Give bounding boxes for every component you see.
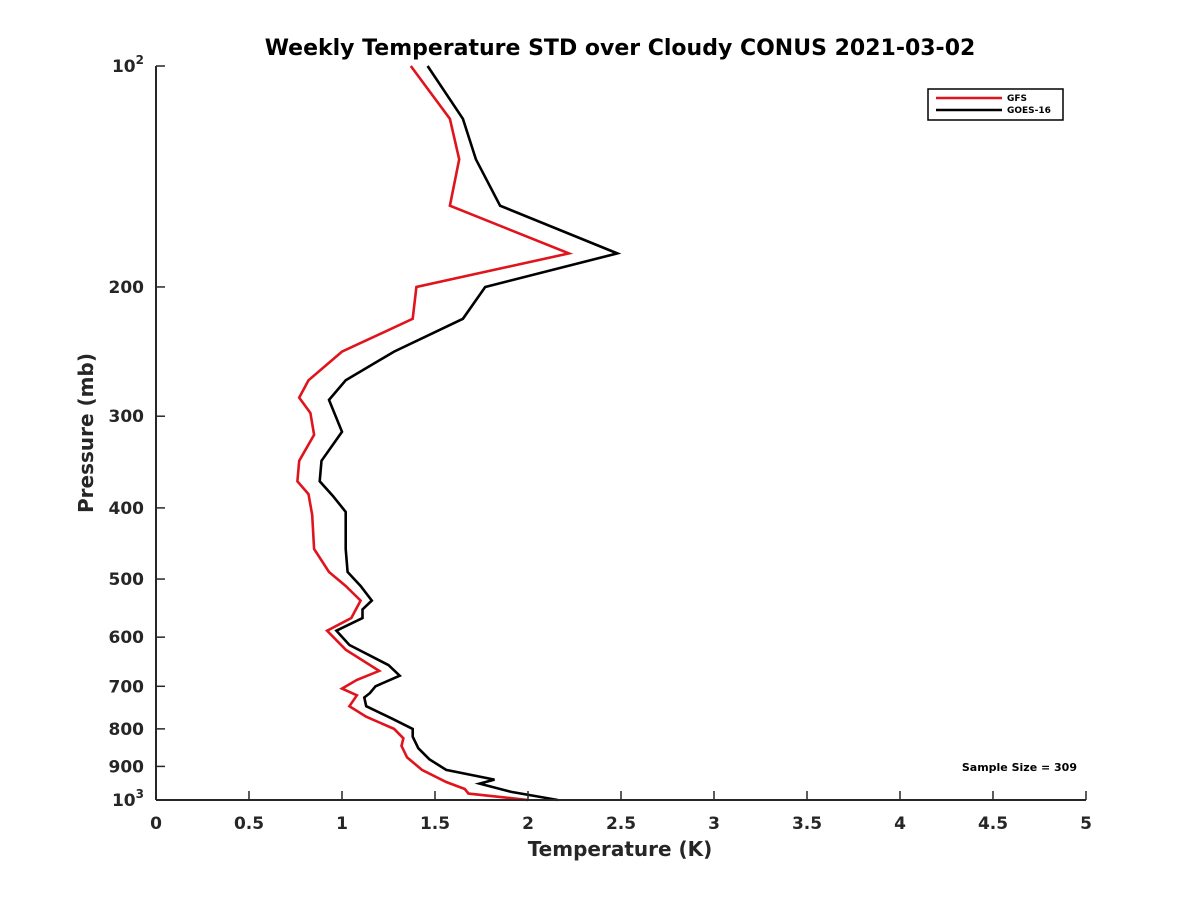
x-tick-label: 4 [894, 814, 906, 834]
y-tick-label: 700 [109, 677, 145, 697]
sample-size-annotation: Sample Size = 309 [962, 761, 1077, 774]
y-tick-label: 800 [109, 720, 145, 740]
x-tick-label: 3.5 [792, 814, 822, 834]
y-tick-label: 200 [109, 278, 145, 298]
x-tick-label: 1 [336, 814, 348, 834]
x-axis-label: Temperature (K) [528, 837, 713, 861]
y-tick-label: 300 [109, 407, 145, 427]
x-tick-label: 2.5 [606, 814, 636, 834]
x-tick-label: 0.5 [234, 814, 264, 834]
x-tick-label: 0 [150, 814, 162, 834]
x-tick-label: 3 [708, 814, 720, 834]
legend-label-goes16: GOES-16 [1007, 106, 1051, 116]
x-tick-label: 4.5 [978, 814, 1008, 834]
y-tick-label: 500 [109, 570, 145, 590]
y-tick-label: 900 [109, 757, 145, 777]
x-tick-label: 1.5 [420, 814, 450, 834]
chart-title: Weekly Temperature STD over Cloudy CONUS… [265, 36, 976, 61]
x-tick-label: 5 [1080, 814, 1092, 834]
legend-label-gfs: GFS [1007, 94, 1027, 104]
legend: GFS GOES-16 [927, 88, 1064, 121]
y-tick-label: 102 [112, 53, 144, 77]
y-tick-label: 103 [112, 787, 144, 811]
legend-box [927, 88, 1064, 121]
series-line-goes16 [318, 65, 622, 802]
y-axis-label: Pressure (mb) [74, 353, 98, 513]
y-tick-label: 400 [109, 499, 145, 519]
series-line-gfs [296, 65, 574, 802]
x-tick-label: 2 [522, 814, 534, 834]
y-tick-label: 600 [109, 628, 145, 648]
